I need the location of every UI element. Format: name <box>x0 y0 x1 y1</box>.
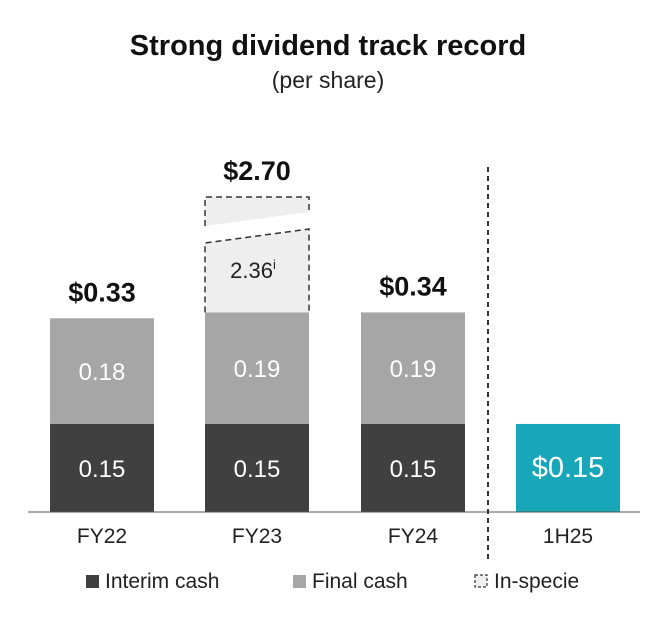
legend-label-final-cash: Final cash <box>312 570 408 593</box>
category-fy23: FY23 <box>232 525 282 548</box>
label-final-fy22: 0.18 <box>79 359 126 386</box>
bar-inspecie-outline-upper <box>204 196 310 226</box>
legend-label-in-specie: In-specie <box>494 570 579 593</box>
category-fy24: FY24 <box>388 525 439 548</box>
bar-inspecie-outline-lower <box>204 228 310 313</box>
category-fy22: FY22 <box>77 525 127 548</box>
label-inspecie-fy23: 2.36i <box>230 257 276 283</box>
total-fy22: $0.33 <box>68 277 136 307</box>
bar-final-fy24 <box>361 312 465 424</box>
bar-inspecie-top <box>205 197 309 226</box>
bar-interim-fy23 <box>205 423 309 512</box>
label-interim-fy22: 0.15 <box>79 456 126 483</box>
legend-swatch-interim-cash <box>86 575 99 588</box>
legend-swatch-in-specie <box>474 574 488 588</box>
category-1h25: 1H25 <box>543 525 593 548</box>
bar-interim-1h25 <box>516 423 620 512</box>
chart-title: Strong dividend track record <box>130 30 526 62</box>
total-fy24: $0.34 <box>379 271 447 301</box>
footnote-marker: i <box>273 257 276 272</box>
label-interim-fy24: 0.15 <box>390 456 437 483</box>
bar-final-fy23 <box>205 312 309 424</box>
chart-subtitle: (per share) <box>272 67 384 93</box>
bar-interim-fy22 <box>50 423 154 512</box>
bar-inspecie-fy23 <box>205 229 309 313</box>
label-final-fy23: 0.19 <box>234 356 281 383</box>
label-final-fy24: 0.19 <box>390 356 437 383</box>
legend-label-interim-cash: Interim cash <box>105 570 219 593</box>
label-interim-fy23: 0.15 <box>234 456 281 483</box>
bar-final-fy22 <box>50 318 154 424</box>
total-fy23: $2.70 <box>223 156 291 186</box>
legend-swatch-final-cash <box>293 575 306 588</box>
label-interim-1h25: $0.15 <box>532 452 605 484</box>
bar-interim-fy24 <box>361 423 465 512</box>
